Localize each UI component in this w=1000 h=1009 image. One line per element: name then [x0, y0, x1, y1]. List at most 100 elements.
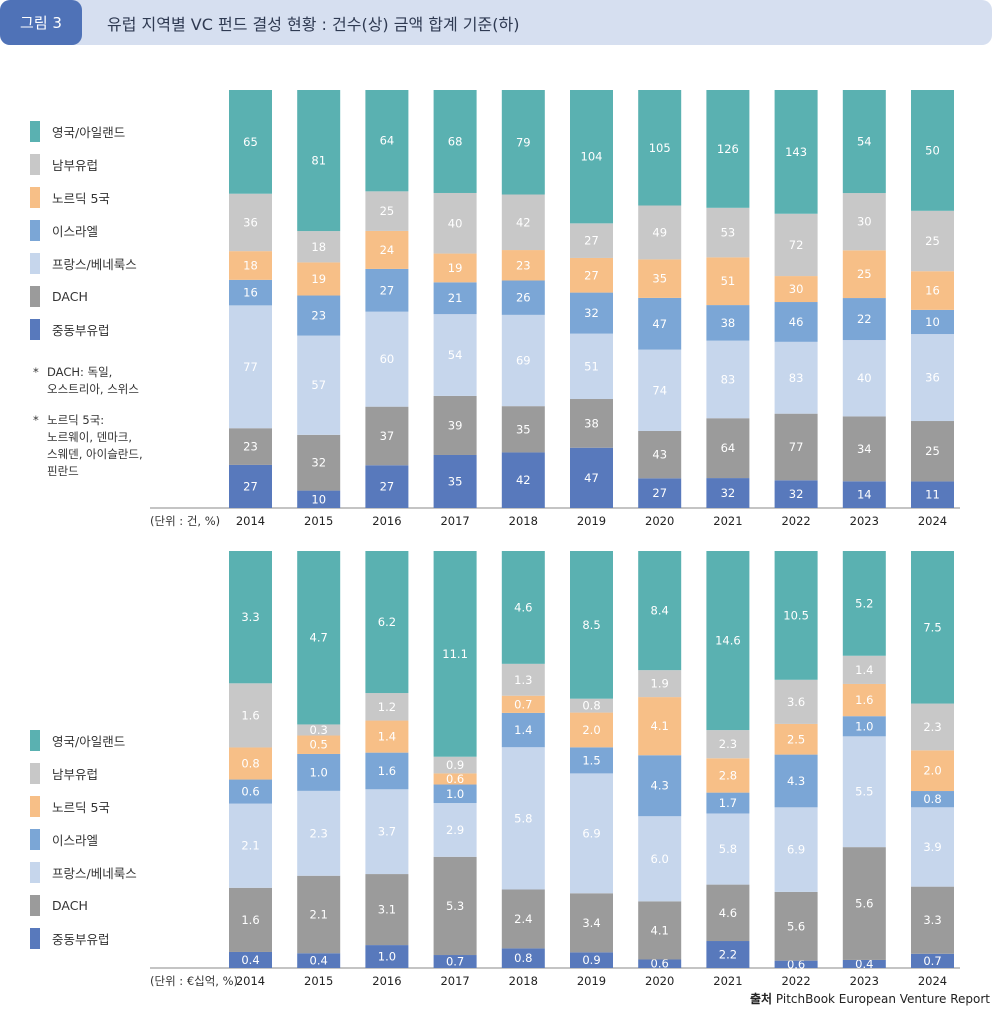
- data-label: 38: [721, 316, 736, 330]
- bar-segment: [774, 754, 818, 808]
- data-label: 2.0: [582, 723, 600, 737]
- bar-segment: [774, 302, 818, 342]
- data-label: 2.0: [923, 764, 941, 778]
- data-label: 51: [584, 359, 599, 373]
- data-label: 4.6: [719, 906, 737, 920]
- bar-segment: [297, 262, 341, 296]
- bar-segment: [570, 747, 613, 774]
- bar-segment: [501, 250, 545, 281]
- legend-swatch: [30, 286, 40, 307]
- bar-segment: [570, 333, 613, 400]
- data-label: 38: [584, 416, 599, 430]
- bar-segment: [433, 856, 477, 956]
- bar-segment: [570, 257, 613, 293]
- data-label: 36: [243, 215, 258, 229]
- bar-segment: [638, 551, 682, 671]
- bar-segment: [501, 551, 545, 664]
- data-label: 36: [925, 371, 940, 385]
- data-label: 25: [380, 204, 395, 218]
- x-tick-label: 2024: [918, 974, 947, 988]
- bar-segment: [501, 90, 545, 195]
- legend-swatch: [30, 862, 40, 883]
- bar-segment: [297, 434, 341, 491]
- legend-item: 노르딕 5국: [30, 181, 137, 214]
- data-label: 1.6: [378, 764, 396, 778]
- bar-segment: [297, 753, 341, 791]
- data-label: 0.4: [310, 954, 328, 968]
- x-tick-label: 2015: [304, 974, 333, 988]
- bar-segment: [842, 551, 886, 656]
- bar-segment: [501, 280, 545, 315]
- bar-segment: [570, 90, 613, 224]
- bar-segment: [842, 90, 886, 194]
- data-label: 11: [925, 488, 940, 502]
- figure-title: 유럽 지역별 VC 펀드 결성 현황 : 건수(상) 금액 합계 기준(하): [107, 14, 520, 34]
- bar-segment: [365, 693, 409, 721]
- data-label: 35: [448, 474, 463, 488]
- bar-segment: [501, 452, 545, 508]
- data-label: 5.2: [855, 596, 873, 610]
- data-label: 51: [721, 274, 736, 288]
- data-label: 54: [857, 135, 872, 149]
- legend-swatch: [30, 796, 40, 817]
- bar-segment: [638, 697, 682, 756]
- data-label: 143: [785, 145, 807, 159]
- note-star: *: [33, 413, 39, 427]
- bar-segment: [774, 213, 818, 277]
- x-tick-label: 2017: [440, 514, 469, 528]
- data-label: 2.4: [514, 912, 532, 926]
- data-label: 0.8: [514, 951, 532, 965]
- bar-segment: [706, 257, 750, 306]
- legend-swatch: [30, 319, 40, 340]
- bar-segment: [365, 720, 409, 753]
- data-label: 32: [311, 456, 326, 470]
- bar-segment: [433, 282, 477, 315]
- x-tick-label: 2023: [850, 974, 879, 988]
- bar-segment: [229, 279, 272, 306]
- legend-swatch: [30, 121, 40, 142]
- data-label: 2.9: [446, 823, 464, 837]
- bar-segment: [774, 90, 818, 214]
- bar-segment: [229, 779, 272, 804]
- data-label: 4.1: [651, 923, 669, 937]
- legend-label: DACH: [52, 898, 88, 913]
- data-label: 34: [857, 442, 872, 456]
- x-tick-label: 2016: [372, 974, 401, 988]
- legend-swatch: [30, 895, 40, 916]
- bar-segment: [911, 90, 954, 211]
- data-label: 0.5: [310, 738, 328, 752]
- data-label: 54: [448, 348, 463, 362]
- data-label: 5.8: [719, 842, 737, 856]
- header-bar: [0, 0, 992, 45]
- legend-swatch: [30, 187, 40, 208]
- data-label: 64: [721, 441, 736, 455]
- bar-segment: [706, 792, 750, 814]
- bar-segment: [911, 953, 954, 968]
- bar-segment: [365, 191, 409, 231]
- bar-segment: [229, 951, 272, 968]
- source-note: 출처 PitchBook European Venture Report: [750, 990, 990, 1007]
- data-label: 77: [789, 440, 804, 454]
- note-nordic-line3: 스웨덴, 아이슬란드,: [47, 447, 143, 461]
- bar-segment: [501, 948, 545, 968]
- data-label: 4.1: [651, 719, 669, 733]
- data-label: 25: [925, 444, 940, 458]
- legend-label: 이스라엘: [52, 224, 99, 239]
- data-label: 0.3: [310, 723, 328, 737]
- legend-label: 노르딕 5국: [52, 800, 110, 815]
- legend-label: 중동부유럽: [52, 323, 110, 338]
- data-label: 0.8: [241, 757, 259, 771]
- bar-segment: [229, 551, 272, 684]
- note-dach: * DACH: 독일, 오스트리아, 스위스: [33, 364, 139, 398]
- bar-segment: [570, 551, 613, 699]
- x-tick-label: 2017: [440, 974, 469, 988]
- data-label: 1.9: [651, 677, 669, 691]
- x-tick-label: 2023: [850, 514, 879, 528]
- bar-segment: [433, 314, 477, 396]
- x-tick-label: 2014: [236, 974, 265, 988]
- bar-segment: [842, 655, 886, 684]
- data-label: 14.6: [715, 634, 741, 648]
- bar-segment: [638, 259, 682, 298]
- data-label: 1.3: [514, 673, 532, 687]
- bar-segment: [570, 399, 613, 448]
